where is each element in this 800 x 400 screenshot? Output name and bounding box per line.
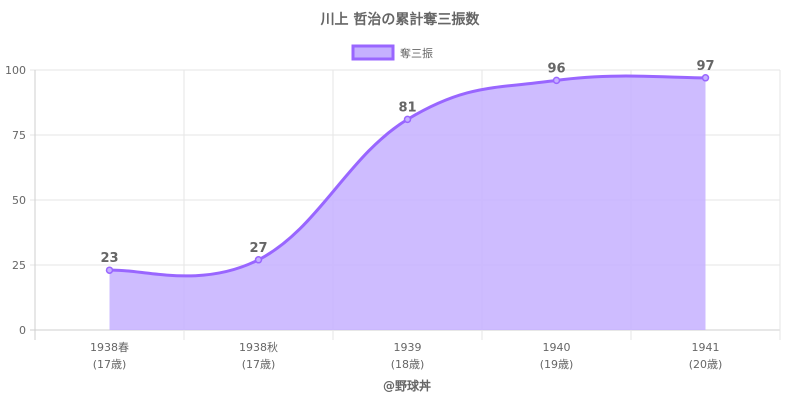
y-tick-label: 100 xyxy=(5,64,26,77)
y-tick-label: 0 xyxy=(19,324,26,337)
x-tick-sublabel: (18歳) xyxy=(391,358,425,371)
data-points xyxy=(105,74,710,274)
x-tick-label: 1941 xyxy=(692,341,720,354)
data-point[interactable] xyxy=(254,256,263,264)
x-axis: 1938春 (17歳) 1938秋 (17歳) 1939 (18歳) 1940 (19歳) 19… xyxy=(90,340,722,371)
data-point[interactable] xyxy=(701,74,710,82)
x-tick-sublabel: (17歳) xyxy=(93,358,127,371)
x-tick-label: 1938秋 xyxy=(239,340,278,354)
legend-swatch xyxy=(351,44,395,61)
credit-text: @野球丼 xyxy=(383,378,431,393)
legend[interactable]: 奪三振 xyxy=(351,44,433,61)
data-label: 96 xyxy=(547,61,565,76)
x-tick-label: 1940 xyxy=(543,341,571,354)
x-tick-sublabel: (17歳) xyxy=(242,358,276,371)
y-tick-label: 25 xyxy=(12,259,26,272)
data-label: 27 xyxy=(249,241,267,256)
y-axis: 0 25 50 75 100 xyxy=(5,64,26,337)
x-tick-label: 1938春 xyxy=(90,341,129,354)
x-tick-label: 1939 xyxy=(394,341,422,354)
data-label: 23 xyxy=(100,251,118,266)
data-point[interactable] xyxy=(403,115,412,124)
y-tick-label: 50 xyxy=(12,194,26,207)
legend-label: 奪三振 xyxy=(400,46,433,60)
x-tick-sublabel: (19歳) xyxy=(540,358,574,371)
chart-title: 川上 哲治の累計奪三振数 xyxy=(320,11,481,28)
data-labels: 23 27 81 96 97 xyxy=(100,59,714,266)
data-point[interactable] xyxy=(552,76,561,85)
data-label: 97 xyxy=(696,59,714,74)
data-label: 81 xyxy=(398,100,416,115)
data-point[interactable] xyxy=(105,266,114,274)
y-tick-label: 75 xyxy=(12,129,26,142)
series-area xyxy=(109,76,706,330)
x-tick-sublabel: (20歳) xyxy=(689,358,723,371)
